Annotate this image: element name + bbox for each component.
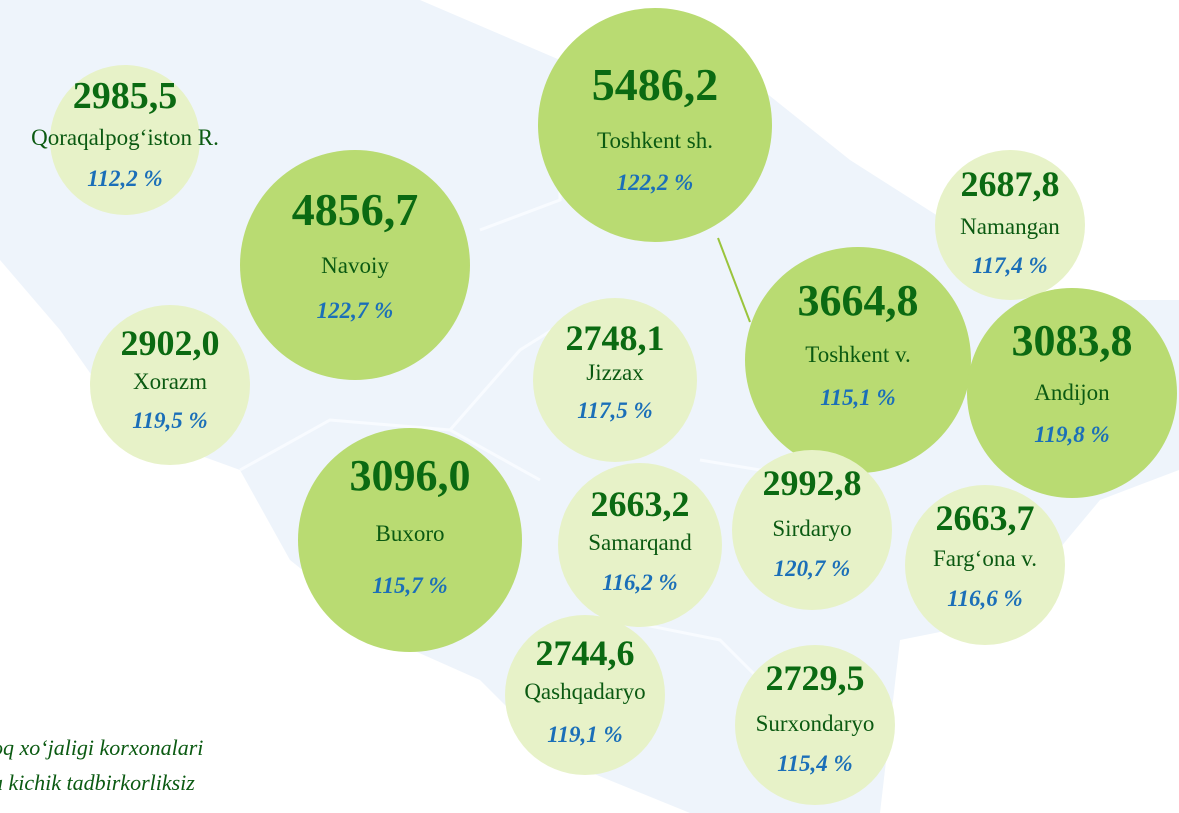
region-name: Toshkent v. <box>805 342 911 367</box>
region-bubble <box>967 288 1177 498</box>
region-percent: 112,2 % <box>87 166 162 191</box>
region-name: Jizzax <box>586 360 644 385</box>
region-percent: 115,1 % <box>820 385 895 410</box>
region-bubble <box>735 645 895 805</box>
region-name: Navoiy <box>321 253 389 278</box>
region-bubble <box>935 150 1085 300</box>
region-value: 2992,8 <box>763 463 862 503</box>
region-bubble <box>90 305 250 465</box>
footnote: a kichik tadbirkorliksiz <box>0 770 195 795</box>
region-value: 2663,2 <box>591 484 690 524</box>
region-bubble <box>50 65 200 215</box>
region-percent: 119,5 % <box>132 408 207 433</box>
region-percent: 119,1 % <box>547 722 622 747</box>
region-bubble <box>732 450 892 610</box>
region-name: Xorazm <box>133 369 207 394</box>
region-value: 2985,5 <box>73 75 178 117</box>
region-name: Andijon <box>1034 380 1110 405</box>
region-value: 3096,0 <box>350 451 471 500</box>
region-percent: 119,8 % <box>1034 422 1109 447</box>
region-percent: 116,2 % <box>602 570 677 595</box>
region-value: 3083,8 <box>1012 316 1133 365</box>
region-bubble <box>745 247 971 473</box>
region-percent: 117,4 % <box>972 253 1047 278</box>
region-percent: 115,7 % <box>372 573 447 598</box>
region-name: Samarqand <box>588 530 692 555</box>
region-percent: 122,7 % <box>317 298 394 323</box>
region-bubble <box>558 463 722 627</box>
region-value: 2687,8 <box>961 164 1060 204</box>
region-name: Farg‘ona v. <box>933 546 1037 571</box>
footnote: oq xo‘jaligi korxonalari <box>0 735 203 760</box>
region-percent: 115,4 % <box>777 751 852 776</box>
region-name: Toshkent sh. <box>597 128 713 153</box>
region-bubble <box>538 8 772 242</box>
region-bubble <box>505 615 665 775</box>
region-value: 5486,2 <box>592 59 719 110</box>
region-bubble <box>298 428 522 652</box>
region-value: 2663,7 <box>936 498 1035 538</box>
region-percent: 122,2 % <box>617 170 694 195</box>
connector <box>717 237 751 323</box>
region-bubble <box>533 298 697 462</box>
region-bubble <box>905 485 1065 645</box>
region-name: Buxoro <box>376 521 445 546</box>
region-value: 3664,8 <box>798 276 919 325</box>
region-name: Surxondaryo <box>756 711 875 736</box>
region-bubble <box>240 150 470 380</box>
region-value: 2744,6 <box>536 633 635 673</box>
region-percent: 116,6 % <box>947 586 1022 611</box>
region-value: 2729,5 <box>766 658 865 698</box>
region-name: Qoraqalpog‘iston R. <box>31 125 219 150</box>
region-percent: 120,7 % <box>774 556 851 581</box>
region-name: Sirdaryo <box>772 516 851 541</box>
region-value: 2748,1 <box>566 318 665 358</box>
region-percent: 117,5 % <box>577 398 652 423</box>
region-value: 4856,7 <box>292 184 419 235</box>
region-value: 2902,0 <box>121 323 220 363</box>
region-name: Qashqadaryo <box>524 679 645 704</box>
region-name: Namangan <box>960 214 1060 239</box>
